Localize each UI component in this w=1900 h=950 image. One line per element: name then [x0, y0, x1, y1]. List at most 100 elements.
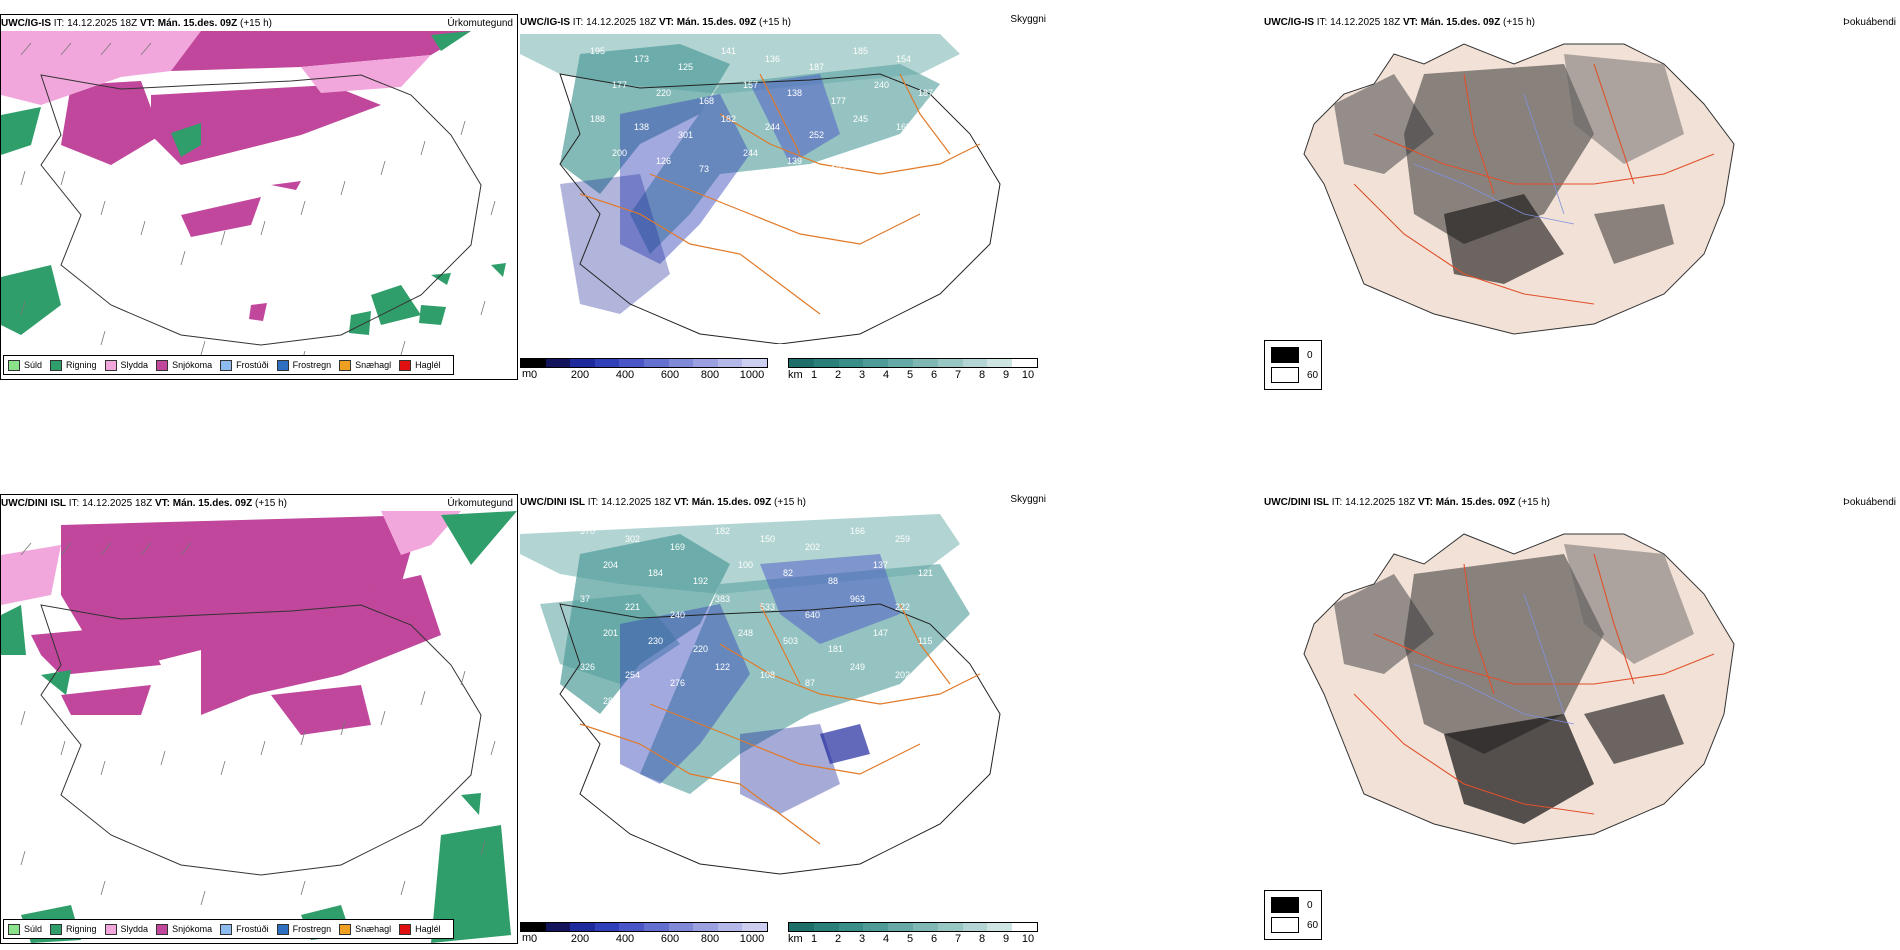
- fog-key-top: 0 60: [1264, 340, 1322, 390]
- visibility-tick: 8: [978, 369, 986, 381]
- cloudbase-label: 220: [656, 88, 671, 98]
- visibility-tick: 7: [954, 933, 962, 945]
- cloudbase-tick: 400: [615, 933, 635, 945]
- precip-title-bottom: Úrkomutegund: [447, 498, 513, 509]
- visibility-tick: 10: [1021, 369, 1035, 381]
- colorbar-swatch: [863, 359, 889, 367]
- colorbar-swatch: [693, 359, 718, 367]
- legend-item-snjokoma: Snjókoma: [156, 359, 212, 371]
- legend-item-frostudi: Frostúði: [220, 923, 269, 935]
- cloudbase-label: 154: [896, 54, 911, 64]
- cloudbase-label: 230: [648, 636, 663, 646]
- fog-key-label: 0: [1307, 349, 1313, 361]
- cloudbase-tick: 1000: [739, 933, 765, 945]
- cloudbase-label: 254: [625, 670, 640, 680]
- cloudbase-label: 182: [715, 526, 730, 536]
- cloudbase-label: 963: [850, 594, 865, 604]
- sleet-areas: [1, 511, 461, 605]
- visibility-tick: 4: [882, 369, 890, 381]
- cloudbase-label: 87: [805, 678, 815, 688]
- cloudbase-label: 150: [760, 534, 775, 544]
- visibility-tick: 7: [954, 369, 962, 381]
- precip-map-bottom: [1, 511, 517, 943]
- cloudbase-label: 169: [670, 542, 685, 552]
- cloudbase-label: 195: [590, 46, 605, 56]
- cloudbase-label: 187: [809, 62, 824, 72]
- fog-key-label: 60: [1307, 369, 1319, 381]
- colorbar-swatch: [863, 923, 889, 931]
- cloudbase-label: 169: [896, 122, 911, 132]
- cloudbase-tick: 800: [700, 369, 720, 381]
- cloudbase-label: 168: [699, 96, 714, 106]
- visibility-panel-bottom: 370 302 169 182 150 202 166 259 204 184 192 100 82 88…: [520, 494, 1046, 946]
- cloud-header-bottom: UWC/DINI ISL IT: 14.12.2025 18Z VT: Mán.…: [1264, 497, 1550, 508]
- colorbar-swatch: [912, 923, 938, 931]
- precip-map-top: [1, 31, 506, 366]
- visibility-tick: 5: [906, 933, 914, 945]
- cloudbase-colorbar-bottom: m 0 200 400 600 800 1000: [520, 922, 768, 946]
- legend-item-frostudi: Frostúði: [220, 359, 269, 371]
- colorbar-swatch: [545, 923, 571, 931]
- cloudbase-tick: 400: [615, 369, 635, 381]
- cloudbase-label: 138: [634, 122, 649, 132]
- cloudbase-label: 173: [634, 54, 649, 64]
- visibility-tick: 2: [834, 369, 842, 381]
- cloudbase-label: 503: [783, 636, 798, 646]
- cloudbase-label: 137: [873, 560, 888, 570]
- cloudbase-label: 302: [625, 534, 640, 544]
- cloudbase-label: 185: [853, 46, 868, 56]
- legend-item-snaehagl: Snæhagl: [339, 923, 391, 935]
- visibility-tick: 1: [810, 933, 818, 945]
- visibility-tick: 10: [1021, 933, 1035, 945]
- colorbar-swatch: [789, 923, 814, 931]
- cloudbase-label: 170: [918, 156, 933, 166]
- cloudbase-label: 252: [809, 130, 824, 140]
- cloudbase-label: 182: [721, 114, 736, 124]
- legend-item-snaehagl: Snæhagl: [339, 359, 391, 371]
- cloudbase-label: 177: [831, 96, 846, 106]
- cloudbase-label: 202: [805, 542, 820, 552]
- visibility-tick: 9: [1002, 933, 1010, 945]
- cloudbase-label: 157: [743, 80, 758, 90]
- wind-barbs: [20, 542, 496, 906]
- cloudbase-label: 276: [670, 678, 685, 688]
- cloudbase-label: 249: [850, 662, 865, 672]
- cloud-title-top: Þokuábendi: [1843, 17, 1896, 28]
- colorbar-swatch: [937, 359, 963, 367]
- cloudbase-label: 240: [874, 80, 889, 90]
- visibility-tick: 4: [882, 933, 890, 945]
- visibility-tick: 6: [930, 933, 938, 945]
- colorbar-swatch: [962, 359, 988, 367]
- sleet-areas: [1, 31, 431, 105]
- colorbar-swatch: [813, 923, 839, 931]
- visibility-tick: 8: [978, 933, 986, 945]
- cloudbase-label: 222: [895, 602, 910, 612]
- colorbar-swatch: [594, 923, 620, 931]
- legend-item-haglel: Haglél: [399, 359, 441, 371]
- cloudbase-label: 104: [874, 148, 889, 158]
- visibility-header-bottom: UWC/DINI ISL IT: 14.12.2025 18Z VT: Mán.…: [520, 497, 806, 508]
- fog-key-bottom: 0 60: [1264, 890, 1322, 940]
- precip-panel-bottom: UWC/DINI ISL IT: 14.12.2025 18Z VT: Mán.…: [0, 494, 518, 944]
- colorbar-swatch: [521, 923, 546, 931]
- fog-key-label: 0: [1307, 899, 1313, 911]
- cloudbase-label: 220: [693, 644, 708, 654]
- snow-areas: [31, 515, 441, 735]
- colorbar-swatch: [789, 359, 814, 367]
- cloudbase-label: 177: [612, 80, 627, 90]
- precip-header-top: UWC/IG-IS IT: 14.12.2025 18Z VT: Mán. 15…: [1, 18, 272, 29]
- legend-item-frostregn: Frostregn: [276, 923, 331, 935]
- cloudbase-tick: 200: [570, 369, 590, 381]
- cloudbase-label: 301: [678, 130, 693, 140]
- cloudbase-label: 533: [760, 602, 775, 612]
- cloudbase-label: 138: [787, 88, 802, 98]
- visibility-tick: 5: [906, 369, 914, 381]
- cloudbase-label: 383: [715, 594, 730, 604]
- fog-map-top: [1303, 43, 1735, 335]
- colorbar-swatch: [717, 923, 743, 931]
- cloud-header-top: UWC/IG-IS IT: 14.12.2025 18Z VT: Mán. 15…: [1264, 17, 1535, 28]
- cloudbase-label: 88: [828, 576, 838, 586]
- cloudbase-labels-bottom: 370 302 169 182 150 202 166 259 204 184 192 100 82 88…: [580, 526, 933, 706]
- cloudbase-label: 108: [760, 670, 775, 680]
- cloudbase-label: 204: [603, 560, 618, 570]
